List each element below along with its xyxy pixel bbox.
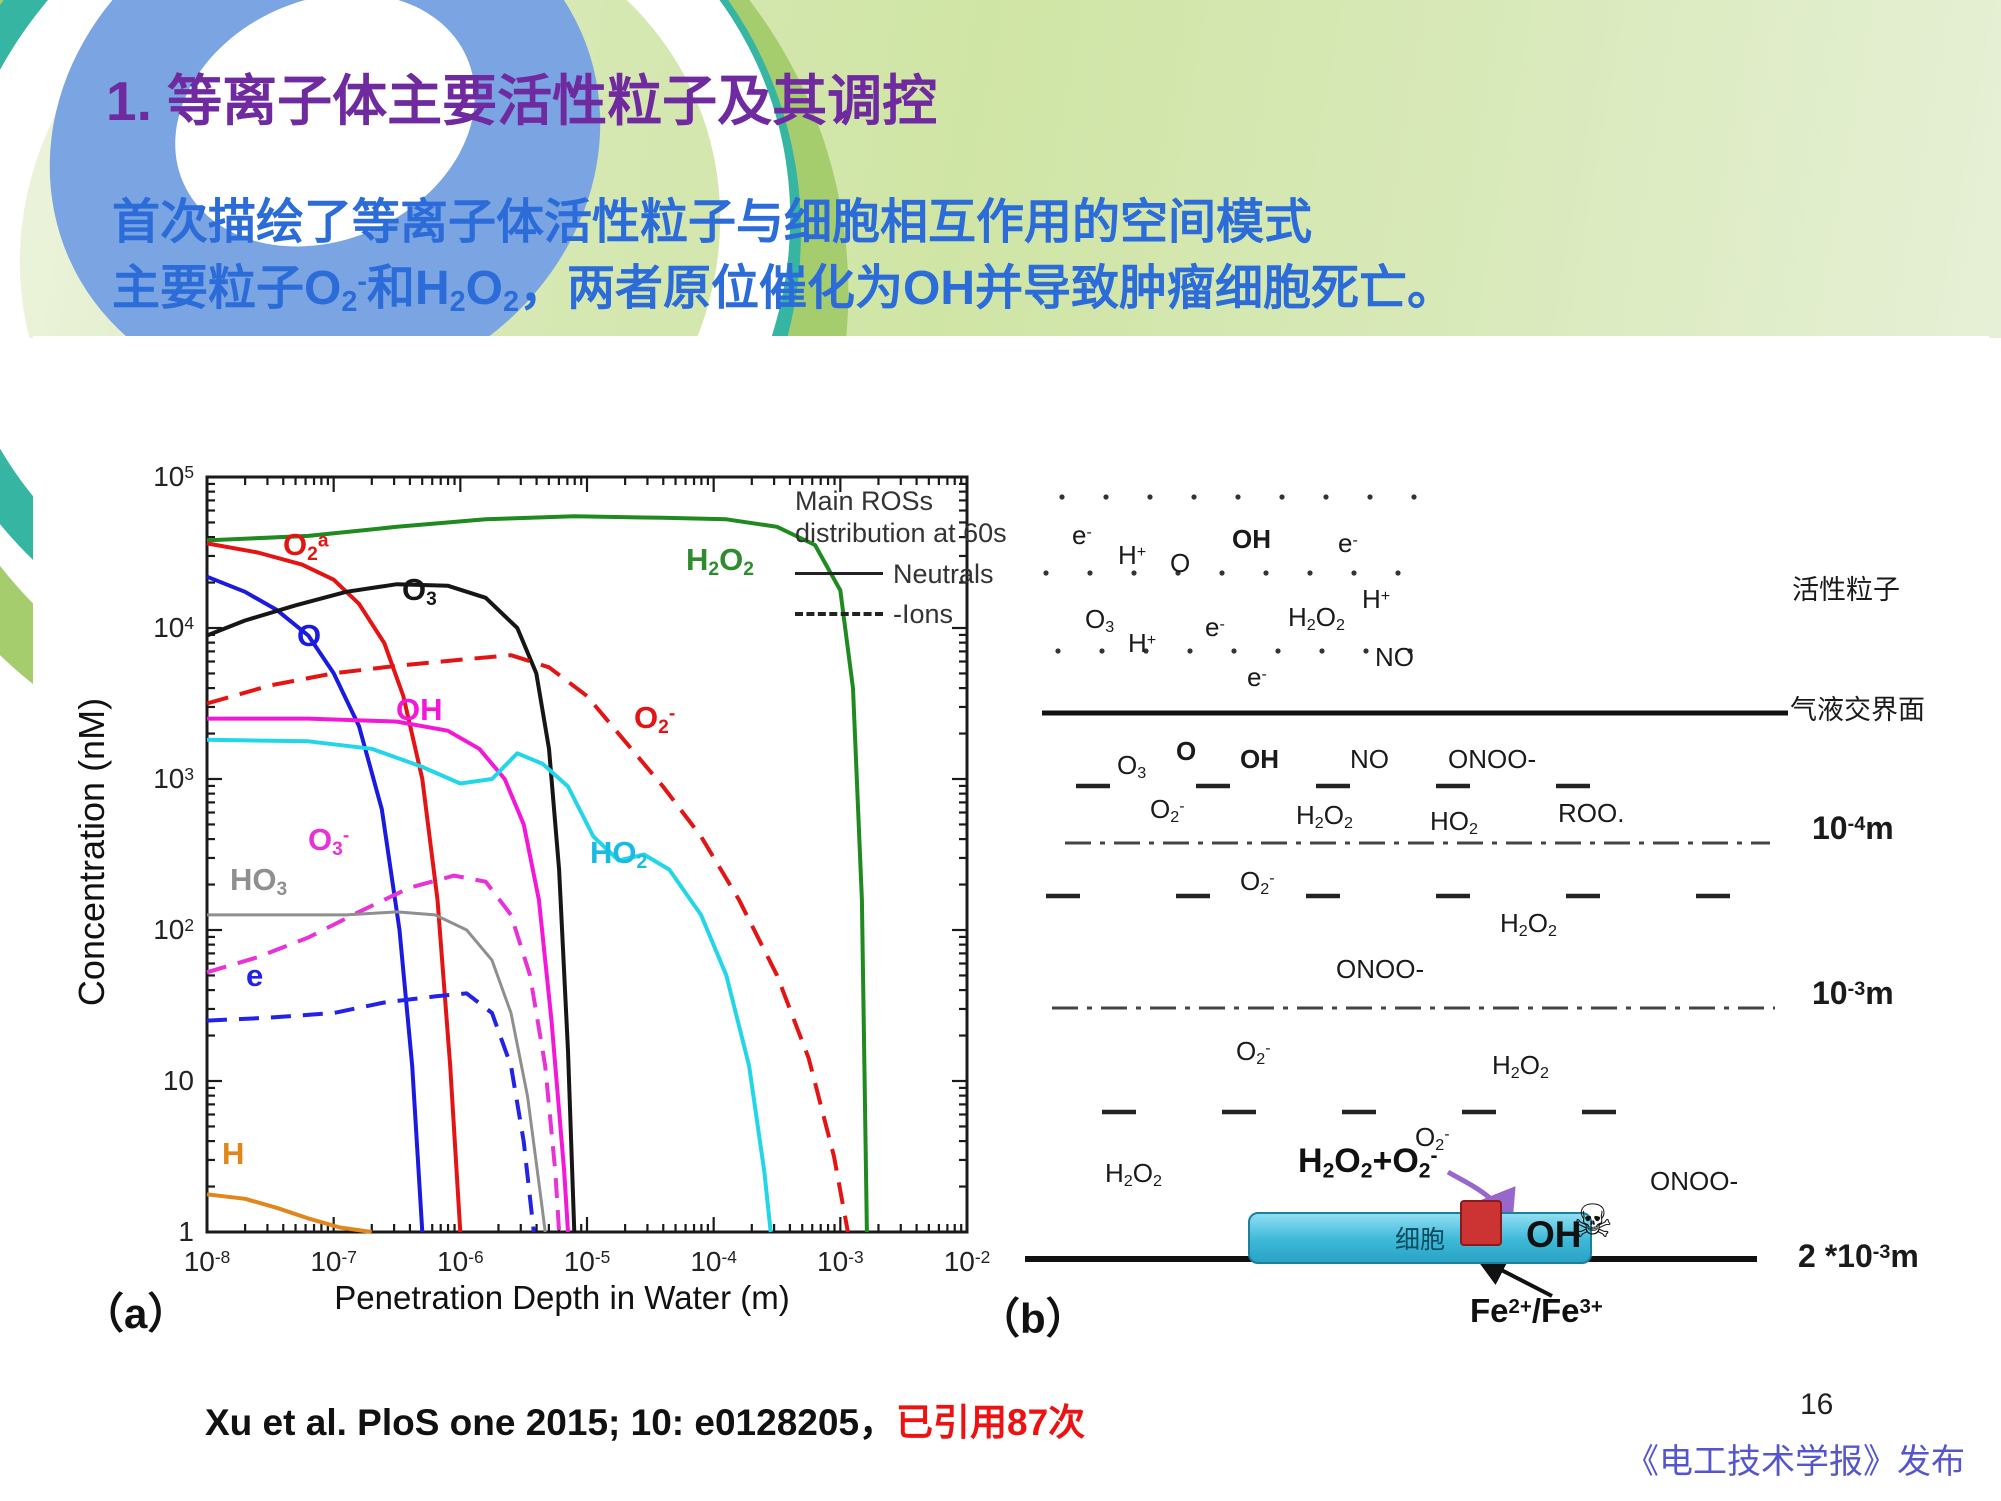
citation-text: Xu et al. PloS one 2015; 10: e0128205， xyxy=(205,1402,897,1443)
y-tick-label: 1 xyxy=(178,1216,194,1247)
y-tick-label: 104 xyxy=(153,612,194,643)
species-label: NO xyxy=(1350,744,1389,774)
species-label: e- xyxy=(1247,662,1267,692)
species-label: OH xyxy=(1232,524,1271,554)
curve-label-O2a: O2a xyxy=(283,527,329,565)
curve-label-OH: OH xyxy=(396,692,443,727)
species-label: H+ xyxy=(1362,584,1391,614)
species-label: O2- xyxy=(1150,794,1185,827)
dashed-line-icon xyxy=(795,612,883,617)
publisher-note: 《电工技术学报》发布 xyxy=(1625,1444,1965,1481)
species-label: O2- xyxy=(1236,1036,1271,1069)
legend-label-ions: -Ions xyxy=(893,599,954,630)
species-label: ONOO- xyxy=(1448,744,1537,774)
solid-line-icon xyxy=(795,572,883,576)
curve-label-e: e xyxy=(246,958,264,993)
species-label: ONOO- xyxy=(1650,1166,1739,1196)
species-label: H2O2 xyxy=(1105,1158,1162,1191)
curve-label-O3: O3 xyxy=(402,572,437,610)
panel-a-tag: （a） xyxy=(82,1290,190,1337)
species-label: e- xyxy=(1338,528,1358,558)
x-tick-label: 10-8 xyxy=(183,1246,231,1277)
fe-catalyst-label: Fe2+/Fe3+ xyxy=(1470,1292,1603,1329)
species-label: H2O2 xyxy=(1288,602,1345,635)
x-axis-title: Penetration Depth in Water (m) xyxy=(334,1279,790,1316)
species-label: O2- xyxy=(1240,866,1275,899)
subtitle-line-1: 首次描绘了等离子体活性粒子与细胞相互作用的空间模式 xyxy=(112,196,1313,249)
species-label: O xyxy=(1176,736,1197,766)
species-label: O3 xyxy=(1117,750,1147,783)
curve-label-O: O xyxy=(297,618,322,653)
species-label: O xyxy=(1170,548,1191,578)
skull-icon: ☠ xyxy=(1572,1195,1614,1247)
species-label: e- xyxy=(1072,520,1092,550)
x-tick-label: 10-6 xyxy=(437,1246,484,1277)
x-tick-label: 10-5 xyxy=(563,1246,611,1277)
species-label: H2O2 xyxy=(1500,908,1557,941)
x-tick-label: 10-3 xyxy=(817,1246,864,1277)
curve-label-O3: O3- xyxy=(308,822,350,860)
y-tick-label: 10 xyxy=(162,1065,194,1096)
cell-shape: 细胞 xyxy=(1248,1212,1592,1264)
species-label: HO2 xyxy=(1430,806,1478,839)
reaction-formula: H2O2+O2- xyxy=(1298,1142,1438,1183)
depth-scale-label: 10-4m xyxy=(1812,810,1894,846)
y-tick-label: 102 xyxy=(153,914,194,945)
y-axis-title: Concentration (nM) xyxy=(71,697,112,1007)
legend-label-neutrals: Neutrals xyxy=(893,558,994,589)
species-label: H+ xyxy=(1118,540,1147,570)
membrane-site-icon xyxy=(1460,1200,1502,1246)
species-label: H2O2 xyxy=(1492,1050,1549,1083)
species-label: H2O2 xyxy=(1296,800,1353,833)
legend-title-line2: distribution at 60s xyxy=(795,518,1007,549)
depth-scale-label: 活性粒子 xyxy=(1792,575,1900,605)
panel-b-tag: （b） xyxy=(978,1295,1088,1342)
y-tick-label: 105 xyxy=(153,461,194,492)
species-label: O3 xyxy=(1085,604,1115,637)
curve-label-H2O2: H2O2 xyxy=(686,542,754,580)
species-label: ROO. xyxy=(1558,798,1625,828)
legend-title-line1: Main ROSs xyxy=(795,486,934,516)
curve-label-H: H xyxy=(222,1136,245,1171)
curve-label-HO3: HO3 xyxy=(230,862,288,900)
citation: Xu et al. PloS one 2015; 10: e0128205，已引… xyxy=(205,1392,1085,1446)
citation-highlight: 已引用87次 xyxy=(896,1402,1086,1443)
oh-product-label: OH xyxy=(1526,1214,1582,1255)
species-label: NO xyxy=(1375,642,1414,672)
cell-label: 细胞 xyxy=(1394,1226,1445,1254)
species-label: O2- xyxy=(1415,1122,1450,1155)
species-label: ONOO- xyxy=(1336,954,1425,984)
legend-entry-ions: -Ions xyxy=(795,598,1010,630)
y-tick-label: 103 xyxy=(153,763,194,794)
curve-label-O2: O2- xyxy=(634,700,676,738)
page-number: 16 xyxy=(1800,1388,1834,1421)
species-label: e- xyxy=(1205,612,1225,642)
species-label: OH xyxy=(1240,744,1279,774)
x-tick-label: 10-7 xyxy=(310,1246,357,1277)
depth-scale-label: 气液交界面 xyxy=(1790,695,1925,725)
depth-scale-label: 10-3m xyxy=(1812,975,1894,1011)
chart-legend: Main ROSs distribution at 60s Neutrals -… xyxy=(795,485,1010,631)
curve-label-HO2: HO2 xyxy=(590,835,648,873)
page-title: 1. 等离子体主要活性粒子及其调控 xyxy=(106,70,938,132)
subtitle-line-2: 主要粒子O2-和H2O2，两者原位催化为OH并导致肿瘤细胞死亡。 xyxy=(112,262,1456,319)
legend-entry-neutrals: Neutrals xyxy=(795,558,1010,590)
x-tick-label: 10-4 xyxy=(690,1246,737,1277)
x-tick-label: 10-2 xyxy=(943,1246,991,1277)
depth-scale-label: 2 *10-3m xyxy=(1798,1238,1919,1274)
species-label: H+ xyxy=(1128,628,1157,658)
